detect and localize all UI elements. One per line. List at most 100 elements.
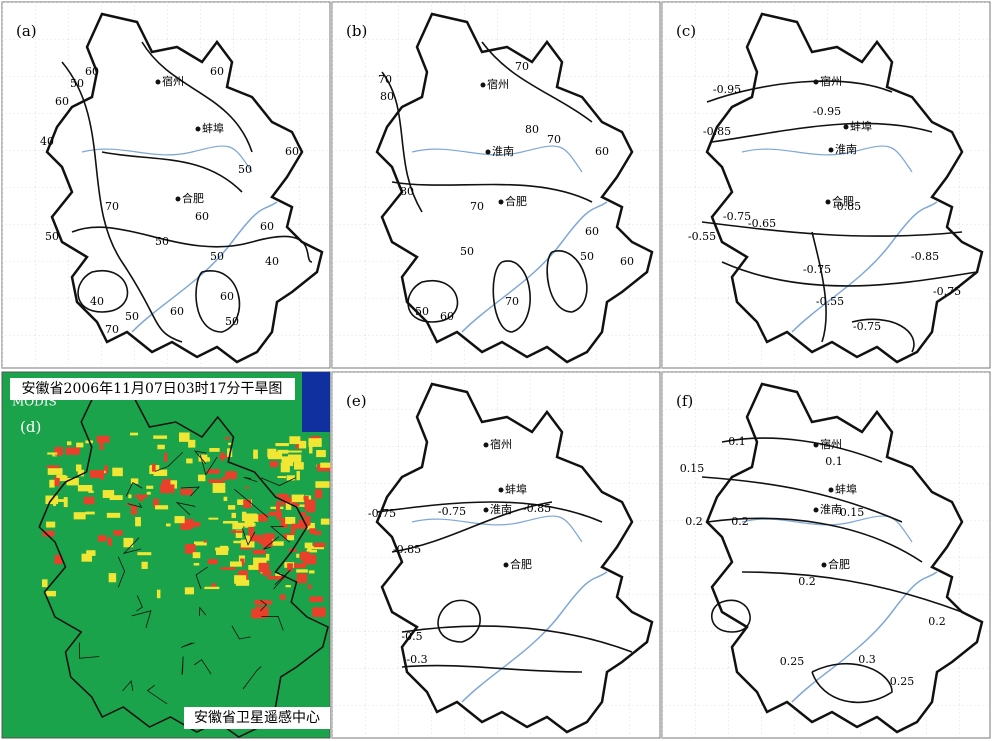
contour-label: 70	[547, 133, 561, 146]
city-dot	[156, 80, 161, 85]
contour-label: -0.85	[911, 250, 939, 263]
city-name: 淮南	[490, 503, 512, 516]
city-dot	[814, 80, 819, 85]
drought-patch	[194, 563, 200, 566]
drought-patch	[285, 517, 295, 524]
drought-patch	[49, 480, 54, 488]
contour-label: 50	[210, 250, 224, 263]
data-source: MODIS	[12, 395, 57, 409]
contour-label: -0.75	[853, 320, 881, 333]
drought-patch	[208, 559, 218, 564]
drought-patch	[198, 475, 205, 482]
drought-patch	[226, 437, 230, 440]
drought-patch	[309, 570, 315, 573]
contour-label: 0.15	[680, 462, 705, 475]
drought-patch	[88, 491, 93, 493]
city-dot	[176, 197, 181, 202]
drought-patch	[86, 550, 95, 556]
drought-patch	[45, 591, 56, 596]
drought-patch	[67, 441, 71, 445]
drought-patch	[321, 519, 330, 525]
drought-patch	[128, 494, 131, 498]
drought-patch	[209, 448, 219, 452]
drought-patch	[256, 607, 269, 618]
city-name: 蚌埠	[202, 121, 224, 135]
drought-patch	[100, 441, 104, 450]
drought-patch	[243, 500, 251, 509]
drought-patch	[232, 523, 243, 530]
contour-label: -0.75	[723, 210, 751, 223]
drought-patch	[108, 538, 112, 546]
drought-patch	[211, 583, 216, 587]
panel-label: (b)	[346, 22, 367, 40]
drought-patch	[139, 497, 144, 501]
drought-patch	[308, 438, 321, 447]
drought-patch	[224, 497, 228, 501]
contour-label: 50	[580, 250, 594, 263]
contour-label: 0.3	[858, 653, 876, 666]
drought-patch	[74, 512, 86, 519]
contour-label: 60	[210, 65, 224, 78]
drought-patch	[185, 587, 194, 594]
contour-label: 0.2	[928, 615, 946, 628]
drought-patch	[294, 462, 304, 469]
drought-patch	[253, 550, 266, 555]
drought-patch	[147, 492, 151, 495]
contour-label: -0.75	[933, 285, 961, 298]
drought-patch	[53, 501, 56, 506]
contour-label: 60	[285, 145, 299, 158]
drought-patch	[164, 453, 167, 462]
drought-patch	[308, 585, 312, 589]
drought-patch	[180, 489, 193, 495]
drought-patch	[131, 478, 138, 483]
drought-patch	[238, 570, 247, 575]
drought-patch	[47, 465, 60, 468]
contour-label: -0.85	[833, 200, 861, 213]
contour-label: 0.25	[780, 655, 805, 668]
map-title: 安徽省2006年11月07日03时17分干旱图	[22, 381, 283, 397]
contour-label: 0.2	[798, 575, 816, 588]
drought-patch	[76, 443, 83, 448]
panel-label: (f)	[676, 392, 693, 410]
contour-label: -0.85	[523, 502, 551, 515]
contour-label: -0.55	[816, 295, 844, 308]
contour-label: 0.1	[728, 435, 746, 448]
contour-label: -0.3	[406, 653, 427, 666]
contour-label: 60	[220, 290, 234, 303]
drought-patch	[84, 497, 95, 504]
city-dot	[822, 563, 827, 568]
city-dot	[499, 200, 504, 205]
drought-patch	[291, 525, 295, 534]
drought-patch	[297, 573, 307, 583]
drought-patch	[296, 569, 308, 572]
contour-label: -0.95	[713, 83, 741, 96]
drought-patch	[107, 513, 120, 518]
contour-label: -0.75	[368, 507, 396, 520]
drought-patch	[131, 505, 137, 514]
panel-frame	[2, 372, 330, 738]
city-dot	[829, 488, 834, 493]
drought-patch	[179, 432, 190, 441]
drought-patch	[193, 552, 201, 558]
city-dot	[826, 200, 831, 205]
drought-patch	[225, 471, 237, 479]
drought-patch	[231, 531, 244, 533]
panel-label: (c)	[676, 22, 696, 40]
contour-label: 0.1	[825, 455, 843, 468]
contour-label: -0.85	[393, 543, 421, 556]
contour-label: 40	[265, 255, 279, 268]
drought-patch	[276, 501, 280, 512]
drought-patch	[269, 512, 278, 516]
drought-patch	[175, 516, 185, 523]
city-dot	[484, 443, 489, 448]
drought-patch	[208, 479, 223, 483]
drought-patch	[228, 505, 235, 510]
drought-patch	[309, 528, 316, 534]
drought-patch	[245, 486, 248, 488]
city-name: 合肥	[505, 194, 527, 208]
drought-patch	[153, 435, 167, 438]
drought-patch	[245, 513, 256, 520]
contour-label: 70	[505, 295, 519, 308]
water-patch	[302, 372, 330, 432]
drought-patch	[266, 554, 269, 561]
